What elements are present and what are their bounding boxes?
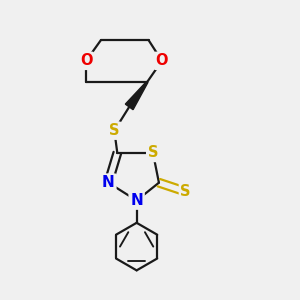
Text: N: N: [130, 193, 143, 208]
Polygon shape: [125, 82, 148, 110]
Text: S: S: [148, 146, 158, 160]
Text: O: O: [156, 53, 168, 68]
Text: N: N: [102, 175, 115, 190]
Text: O: O: [80, 53, 92, 68]
Text: S: S: [180, 184, 191, 199]
Text: S: S: [109, 123, 120, 138]
